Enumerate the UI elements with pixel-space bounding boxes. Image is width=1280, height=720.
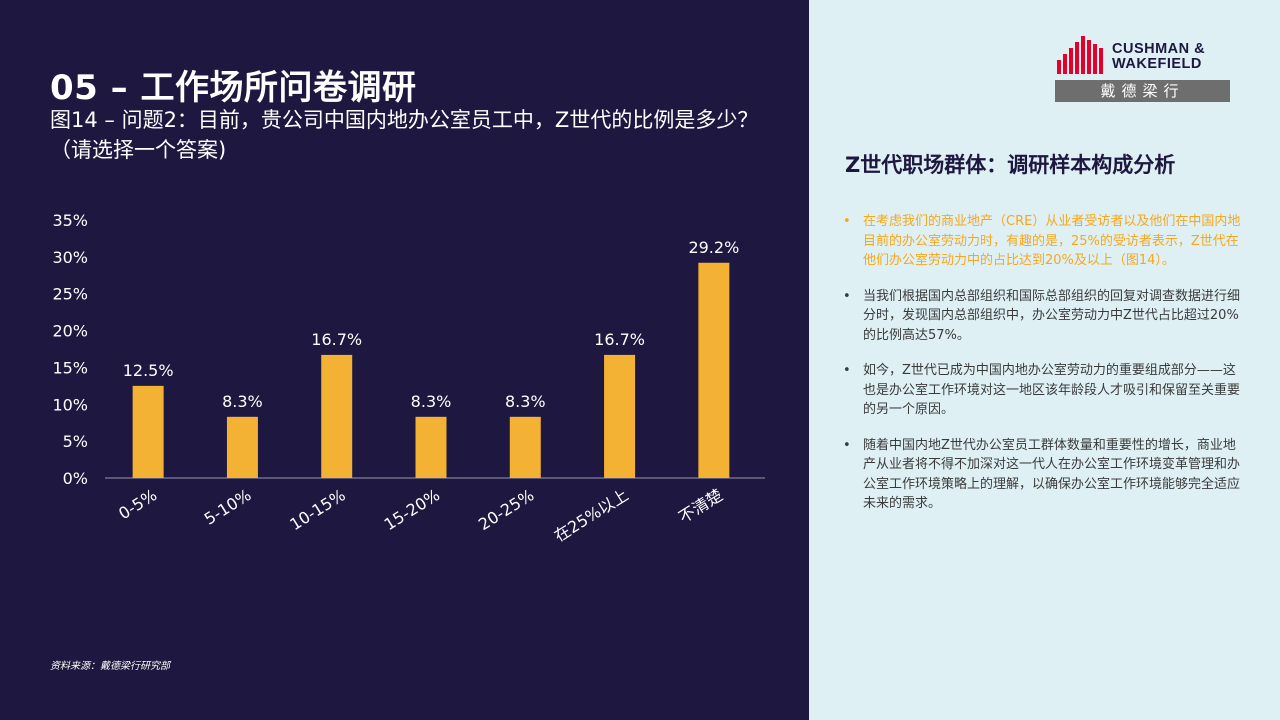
insight-item: 随着中国内地Z世代办公室员工群体数量和重要性的增长，商业地产从业者将不得不加深对… — [843, 436, 1241, 514]
insight-item: 如今，Z世代已成为中国内地办公室劳动力的重要组成部分——这也是办公室工作环境对这… — [843, 361, 1241, 420]
insight-item-highlight: 在考虑我们的商业地产（CRE）从业者受访者以及他们在中国内地目前的办公室劳动力时… — [843, 212, 1241, 271]
logo-line-2: WAKEFIELD — [1112, 56, 1202, 72]
x-tick-label: 20-25% — [475, 485, 537, 534]
logo-bar — [1081, 36, 1085, 74]
y-tick-label: 5% — [63, 432, 88, 451]
bar — [321, 354, 353, 478]
x-tick-label: 不清楚 — [675, 485, 726, 527]
insight-item: 当我们根据国内总部组织和国际总部组织的回复对调查数据进行细分时，发现国内总部组织… — [843, 287, 1241, 346]
y-tick-label: 35% — [52, 211, 88, 230]
bar-value-label: 16.7% — [311, 330, 362, 349]
bar — [604, 354, 636, 478]
logo-bar — [1075, 42, 1079, 74]
logo-wordmark: CUSHMAN & WAKEFIELD — [1112, 42, 1205, 72]
insight-list: 在考虑我们的商业地产（CRE）从业者受访者以及他们在中国内地目前的办公室劳动力时… — [843, 212, 1241, 530]
logo-bar — [1099, 48, 1103, 74]
x-tick-label: 10-15% — [286, 485, 348, 534]
bar — [226, 416, 258, 478]
bar — [132, 385, 164, 478]
logo-bars-icon — [1057, 36, 1103, 74]
y-tick-label: 15% — [52, 358, 88, 377]
x-tick-label: 在25%以上 — [551, 485, 632, 545]
y-tick-label: 10% — [52, 395, 88, 414]
logo-chinese-name: 戴德梁行 — [1055, 80, 1230, 102]
logo-line-1: CUSHMAN & — [1112, 41, 1206, 57]
logo-bar — [1087, 40, 1091, 74]
logo-bar — [1057, 60, 1061, 74]
chart-panel — [0, 0, 809, 720]
insight-panel — [809, 0, 1280, 720]
logo-bar — [1069, 48, 1073, 74]
y-tick-label: 20% — [52, 322, 88, 341]
bar-value-label: 8.3% — [222, 392, 263, 411]
bar-value-label: 12.5% — [123, 361, 174, 380]
y-tick-label: 25% — [52, 285, 88, 304]
bar-value-label: 8.3% — [411, 392, 452, 411]
y-tick-label: 0% — [63, 469, 88, 488]
bar-value-label: 29.2% — [688, 238, 739, 257]
bar — [415, 416, 447, 478]
company-logo: CUSHMAN & WAKEFIELD 戴德梁行 — [1055, 36, 1230, 102]
bar-value-label: 16.7% — [594, 330, 645, 349]
page-title: 05 – 工作场所问卷调研 — [50, 68, 417, 108]
source-note: 资料来源：戴德梁行研究部 — [50, 661, 170, 672]
x-tick-label: 5-10% — [201, 485, 255, 528]
y-tick-label: 30% — [52, 248, 88, 267]
logo-bar — [1063, 54, 1067, 74]
panel-title: Z世代职场群体：调研样本构成分析 — [845, 153, 1176, 177]
bar — [698, 262, 730, 478]
logo-bar — [1093, 44, 1097, 74]
bar-chart: 0% 5% 10% 15% 20% 25% 30% 35% 12.5% 0-5% 8.3% 5-10%… — [52, 211, 765, 546]
x-tick-label: 0-5% — [115, 485, 160, 523]
bar-value-label: 8.3% — [505, 392, 546, 411]
bar — [509, 416, 541, 478]
x-tick-label: 15-20% — [381, 485, 443, 534]
chart-subtitle: 图14 – 问题2：目前，贵公司中国内地办公室员工中，Z世代的比例是多少？（请选… — [50, 108, 759, 162]
